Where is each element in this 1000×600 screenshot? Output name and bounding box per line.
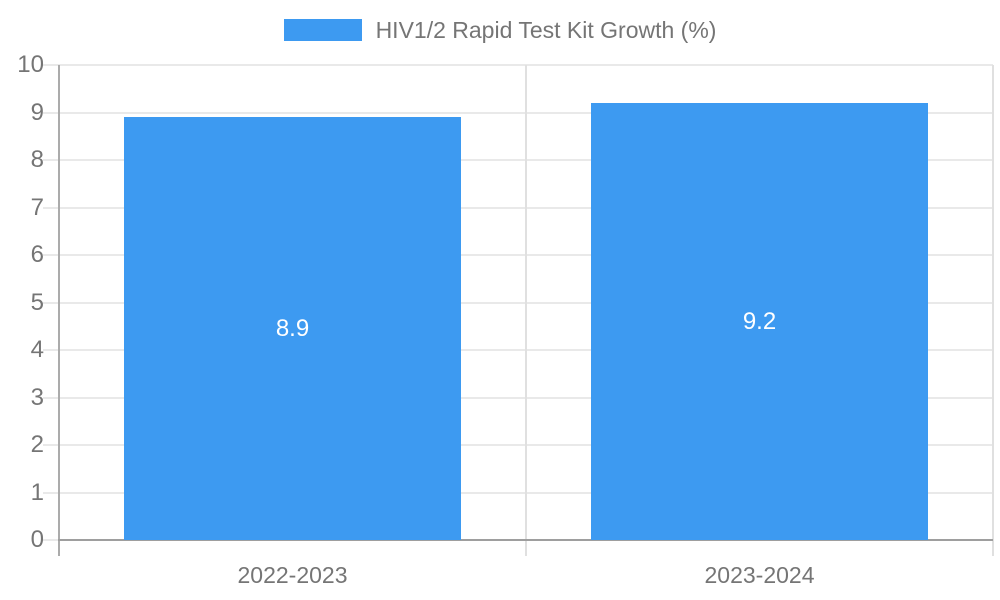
gridline [43, 254, 993, 256]
y-tick-label: 2 [30, 431, 44, 458]
gridline [43, 111, 993, 114]
gridline [43, 349, 993, 351]
gridline [43, 444, 993, 446]
bar-value-label: 9.2 [742, 307, 777, 335]
category-separator [992, 65, 994, 556]
y-tick-label: 5 [30, 288, 44, 316]
gridline [43, 206, 993, 209]
x-axis-line [58, 539, 993, 541]
category-separator [525, 65, 527, 556]
y-tick-label: 3 [30, 383, 44, 411]
y-tick-label: 8 [30, 146, 44, 173]
legend: HIV1/2 Rapid Test Kit Growth (%) [0, 16, 1000, 44]
bar: 8.9 [124, 117, 461, 540]
gridline [43, 159, 993, 161]
y-tick-label: 4 [30, 336, 44, 363]
y-tick-label: 10 [17, 51, 44, 78]
y-tick-label: 0 [30, 526, 44, 553]
gridline [43, 301, 993, 304]
y-axis-line [58, 65, 60, 556]
y-tick-label: 7 [30, 193, 44, 221]
legend-swatch [283, 19, 362, 41]
gridline [43, 396, 993, 399]
x-tick-label: 2023-2024 [704, 562, 815, 588]
y-tick-label: 1 [30, 478, 44, 506]
gridline [43, 491, 993, 494]
bar: 9.2 [591, 103, 928, 540]
y-tick-label: 9 [30, 98, 44, 126]
chart-title: HIV1/2 Rapid Test Kit Growth (%) [375, 16, 717, 43]
y-tick-label: 6 [30, 241, 44, 268]
bar-value-label: 8.9 [275, 314, 310, 342]
gridline [43, 64, 993, 66]
x-tick-label: 2022-2023 [237, 562, 348, 588]
